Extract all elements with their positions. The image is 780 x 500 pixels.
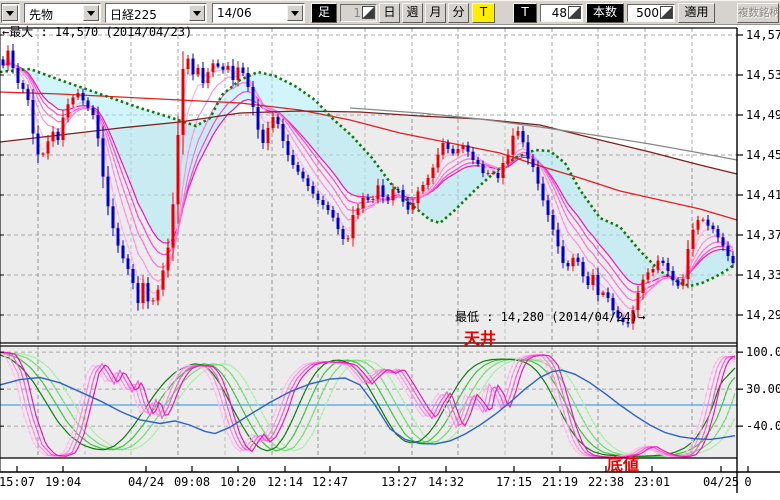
- tick-count-stepper[interactable]: 48: [540, 4, 583, 22]
- price-and-oscillator-chart[interactable]: 14,570 14,530 14,490 14,450 14,410 14,370 14,3…: [0, 25, 780, 500]
- long-moving-averages: [0, 67, 738, 288]
- mini-dropdown[interactable]: [1, 3, 20, 23]
- svg-text:-40.00: -40.00: [746, 419, 780, 433]
- contract-value: 14/06: [217, 6, 252, 20]
- chart-area[interactable]: 14,570 14,530 14,490 14,450 14,410 14,370 14,3…: [0, 25, 780, 500]
- svg-text:14,290: 14,290: [746, 308, 780, 322]
- svg-text:04/25: 04/25: [703, 475, 739, 489]
- svg-text:14,330: 14,330: [746, 268, 780, 282]
- multi-symbol-button[interactable]: 複数銘柄: [737, 3, 779, 23]
- bars-count-value: 500: [636, 6, 659, 20]
- svg-text:30.00: 30.00: [746, 382, 780, 396]
- axes: 14,570 14,530 14,490 14,450 14,410 14,370 14,3…: [0, 27, 780, 493]
- svg-text:0: 0: [744, 475, 751, 489]
- bar-type-button[interactable]: 足: [311, 3, 337, 23]
- chevron-down-icon[interactable]: [2, 5, 18, 21]
- period-week-button[interactable]: 週: [402, 3, 423, 23]
- tick-toggle-button[interactable]: T: [472, 3, 495, 23]
- svg-text:10:20: 10:20: [220, 475, 256, 489]
- chevron-down-icon[interactable]: [287, 5, 303, 21]
- chevron-down-icon[interactable]: [189, 5, 205, 21]
- svg-text:17:15: 17:15: [496, 475, 532, 489]
- svg-text:底値: 底値: [607, 455, 639, 474]
- toolbar: 先物 日経225 14/06 足 1 日 週 月 分 T T 48 本数 500: [0, 0, 780, 25]
- tick-count-value: 48: [551, 6, 567, 20]
- contract-select[interactable]: 14/06: [212, 3, 305, 23]
- interval-stepper[interactable]: 1: [340, 4, 377, 22]
- svg-text:100.00: 100.00: [746, 345, 780, 359]
- period-day-button[interactable]: 日: [379, 3, 400, 23]
- interval-value: 1: [353, 6, 361, 20]
- spinner-icon[interactable]: [568, 6, 581, 19]
- svg-text:最低 : 14,280 (2014/04/24)→: 最低 : 14,280 (2014/04/24)→: [455, 310, 645, 324]
- bars-count-stepper[interactable]: 500: [627, 4, 675, 22]
- svg-text:12:14: 12:14: [267, 475, 303, 489]
- period-month-button[interactable]: 月: [425, 3, 446, 23]
- svg-text:天井: 天井: [464, 329, 496, 348]
- period-minute-button[interactable]: 分: [448, 3, 469, 23]
- chevron-down-icon[interactable]: [83, 5, 99, 21]
- ma-cloud: [3, 63, 733, 286]
- symbol-select[interactable]: 日経225: [105, 3, 207, 23]
- svg-text:15:07: 15:07: [0, 475, 35, 489]
- svg-text:14,490: 14,490: [746, 108, 780, 122]
- svg-text:22:38: 22:38: [588, 475, 624, 489]
- symbol-value: 日経225: [110, 8, 157, 22]
- svg-text:21:19: 21:19: [542, 475, 578, 489]
- tick-label[interactable]: T: [513, 3, 537, 23]
- svg-text:23:01: 23:01: [634, 475, 670, 489]
- category-value: 先物: [29, 8, 54, 22]
- category-select[interactable]: 先物: [24, 3, 101, 23]
- svg-text:09:08: 09:08: [174, 475, 210, 489]
- svg-text:14,530: 14,530: [746, 68, 780, 82]
- svg-text:14,410: 14,410: [746, 188, 780, 202]
- svg-text:13:27: 13:27: [381, 475, 417, 489]
- svg-text:←最大 : 14,570 (2014/04/23): ←最大 : 14,570 (2014/04/23): [2, 25, 192, 39]
- svg-text:12:47: 12:47: [312, 475, 348, 489]
- svg-text:14,570: 14,570: [746, 28, 780, 42]
- apply-button[interactable]: 適用: [678, 3, 715, 23]
- oscillator-lines: [0, 351, 737, 458]
- spinner-icon[interactable]: [660, 6, 673, 19]
- svg-text:04/24: 04/24: [128, 475, 164, 489]
- annotations: ←最大 : 14,570 (2014/04/23) 最低 : 14,280 (20…: [2, 25, 645, 474]
- candles-layer: [1, 43, 735, 330]
- svg-text:14,450: 14,450: [746, 148, 780, 162]
- spinner-icon[interactable]: [362, 6, 375, 19]
- svg-text:14,370: 14,370: [746, 228, 780, 242]
- svg-text:19:04: 19:04: [45, 475, 81, 489]
- svg-text:14:32: 14:32: [428, 475, 464, 489]
- bars-label: 本数: [586, 3, 624, 23]
